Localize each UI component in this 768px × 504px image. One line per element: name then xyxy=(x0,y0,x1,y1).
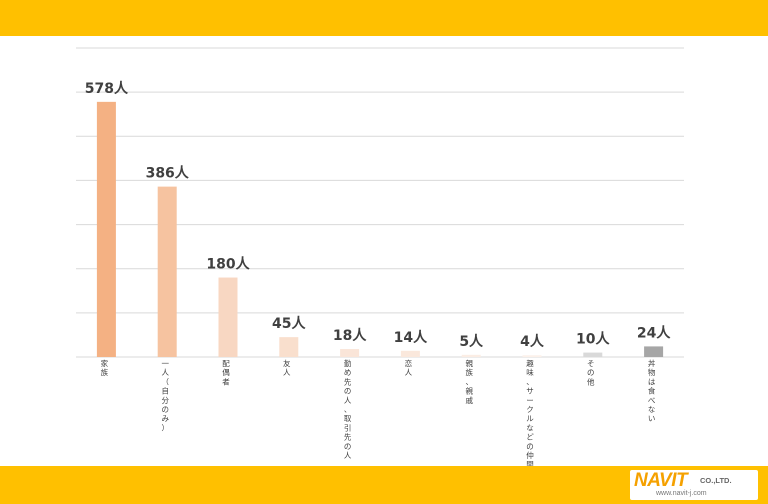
data-label: 180人 xyxy=(206,256,250,273)
category-label: 勤め先の人、取引先の人 xyxy=(344,358,352,460)
category-label: 一人（自分のみ） xyxy=(161,359,169,432)
logo-company-suffix: CO.,LTD. xyxy=(700,476,732,485)
data-label: 386人 xyxy=(146,165,190,182)
bar xyxy=(644,346,664,357)
bar xyxy=(461,354,481,357)
bar xyxy=(279,337,299,357)
category-label: 親族、親戚 xyxy=(465,358,473,405)
logo-wordmark: NAVIT xyxy=(634,470,688,491)
bar xyxy=(522,355,542,357)
top-banner xyxy=(0,0,768,36)
navit-logo: NAVIT CO.,LTD. www.navit-j.com xyxy=(630,470,758,500)
category-label: 家族 xyxy=(101,358,109,377)
bar xyxy=(340,349,360,357)
data-label: 45人 xyxy=(272,315,306,332)
category-labels: 家族 一人（自分のみ） 配偶者 友人 勤め先の人、取引先の人 恋人 親族、親戚 趣味、サークル… xyxy=(101,358,656,469)
data-label: 14人 xyxy=(394,329,428,346)
logo-url: www.navit-j.com xyxy=(656,490,707,497)
data-label: 10人 xyxy=(576,331,610,348)
bar xyxy=(400,350,420,357)
data-label: 578人 xyxy=(85,80,129,97)
category-label: 配偶者 xyxy=(222,359,230,386)
bar xyxy=(218,277,238,357)
category-label: 恋人 xyxy=(405,358,413,377)
data-label: 18人 xyxy=(333,327,367,344)
data-label: 5人 xyxy=(459,333,484,350)
gridlines xyxy=(76,47,684,358)
bars xyxy=(96,101,664,358)
category-label: 丼物は食べない xyxy=(648,358,656,423)
data-label: 24人 xyxy=(637,324,671,341)
category-label: 友人 xyxy=(283,358,291,377)
category-label: その他 xyxy=(587,359,595,386)
bar xyxy=(157,186,177,357)
value-labels: 578人 386人 180人 45人 18人 14人 5人 4人 10人 24人 xyxy=(85,80,672,350)
category-label: 趣味、サークルなどの仲間 xyxy=(526,358,534,469)
bar xyxy=(96,101,116,358)
bar xyxy=(583,352,603,357)
data-label: 4人 xyxy=(520,333,545,350)
